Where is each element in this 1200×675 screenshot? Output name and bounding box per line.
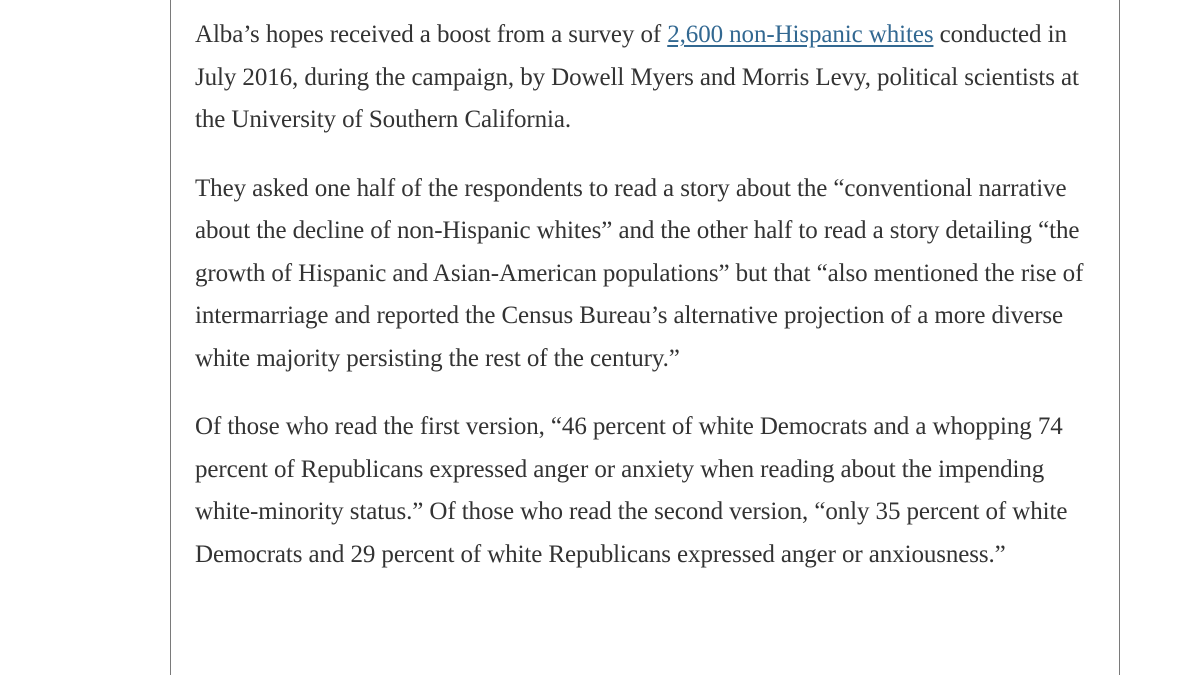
article-frame: Alba’s hopes received a boost from a sur… — [170, 0, 1120, 675]
paragraph-survey: Alba’s hopes received a boost from a sur… — [195, 14, 1100, 142]
paragraph-survey-text-start: Alba’s hopes received a boost from a sur… — [195, 21, 668, 48]
paragraph-method: They asked one half of the respondents t… — [195, 174, 1084, 372]
survey-link[interactable]: 2,600 non-Hispanic whites — [667, 21, 934, 48]
paragraph-survey-text-end: conducted in July 2016, during the campa… — [195, 21, 1079, 133]
paragraph-results: Of those who read the first version, “46… — [195, 413, 1068, 568]
article-body: Alba’s hopes received a boost from a sur… — [195, 14, 1100, 602]
